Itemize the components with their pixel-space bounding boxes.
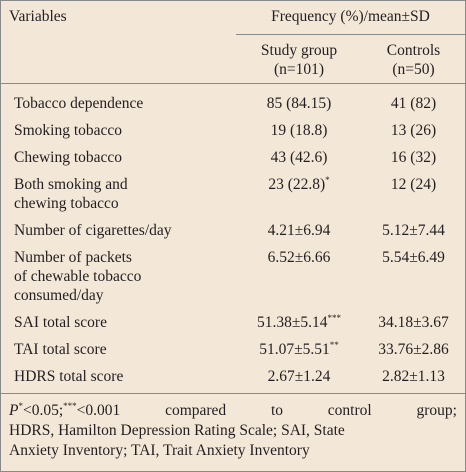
row-label-line: of chewable tobacco	[14, 268, 142, 285]
row-control-value: 2.82±1.13	[362, 363, 466, 394]
row-label: Tobacco dependence	[14, 95, 144, 112]
footnote-word: compared	[165, 402, 227, 419]
row-study-value: 4.21±6.94	[267, 222, 331, 239]
footnote-line-2: HDRS, Hamilton Depression Rating Scale; …	[9, 422, 345, 439]
row-label: Smoking tobacco	[14, 122, 123, 139]
row-label: Chewing tobacco	[14, 149, 123, 166]
p2-threshold: <0.001	[76, 402, 121, 419]
table-row: Both smoking and chewing tobacco 23 (22.…	[1, 171, 465, 217]
header-frequency: Frequency (%)/mean±SD	[236, 1, 466, 35]
row-study-value: 6.52±6.66	[267, 249, 331, 266]
header-blank	[1, 34, 236, 84]
table-row: Chewing tobacco 43 (42.6) 16 (32)	[1, 144, 465, 171]
row-label-line: Number of packets	[14, 249, 132, 266]
footnote-line-3: Anxiety Inventory; TAI, Trait Anxiety In…	[9, 442, 310, 459]
row-control-value: 5.54±6.49	[382, 249, 445, 266]
header-study-group-n: (n=101)	[273, 61, 325, 78]
header-controls-label: Controls	[386, 42, 441, 59]
significance-marker: ***	[327, 313, 342, 323]
table-row: Number of packets of chewable tobacco co…	[1, 244, 465, 309]
table-row: Number of cigarettes/day 4.21±6.94 5.12±…	[1, 217, 465, 244]
header-study-group: Study group (n=101)	[236, 34, 362, 84]
row-label: Number of packets of chewable tobacco co…	[1, 244, 236, 309]
significance-marker: *	[325, 175, 330, 185]
significance-marker: **	[329, 340, 339, 350]
table-row: Smoking tobacco 19 (18.8) 13 (26)	[1, 117, 465, 144]
row-study-number: 23 (22.8)	[268, 176, 326, 193]
footnote-word: control	[327, 402, 372, 419]
table-row: HDRS total score 2.67±1.24 2.82±1.13	[1, 363, 466, 394]
table-row: Tobacco dependence 85 (84.15) 41 (82)	[1, 84, 465, 118]
row-control-value: 33.76±2.86	[378, 341, 449, 358]
table-row: TAI total score 51.07±5.51** 33.76±2.86	[1, 336, 465, 363]
header-controls-n: (n=50)	[392, 61, 435, 78]
row-control-value: 13 (26)	[390, 122, 437, 139]
row-label-line: Both smoking and	[14, 176, 128, 193]
table-body: Tobacco dependence 85 (84.15) 41 (82) Sm…	[1, 84, 466, 394]
footnote-line-1: P*<0.05;***<0.001 compared to control gr…	[9, 401, 457, 421]
row-control-value: 12 (24)	[390, 176, 437, 193]
row-label: HDRS total score	[1, 363, 236, 394]
row-label: TAI total score	[14, 341, 107, 358]
row-control-value: 41 (82)	[390, 95, 437, 112]
header-variables: Variables	[1, 1, 236, 35]
row-control-value: 5.12±7.44	[382, 222, 445, 239]
row-label: SAI total score	[14, 314, 107, 331]
row-study-number: 51.07±5.51	[259, 341, 330, 358]
footnote-p-values: P*<0.05;***<0.001	[9, 401, 120, 421]
header-controls: Controls (n=50)	[362, 34, 466, 84]
p1-threshold: <0.05;	[22, 402, 64, 419]
table-footnote: P*<0.05;***<0.001 compared to control gr…	[1, 394, 465, 461]
row-label-line: chewing tobacco	[14, 195, 119, 212]
row-study-value: 19 (18.8)	[270, 122, 328, 139]
data-table: Variables Frequency (%)/mean±SD Study gr…	[1, 1, 466, 394]
row-study-value: 51.07±5.51**	[236, 336, 362, 363]
row-study-value: 85 (84.15)	[266, 95, 332, 112]
row-study-value: 51.38±5.14***	[236, 309, 362, 336]
row-study-value: 23 (22.8)*	[236, 171, 362, 217]
table-row: SAI total score 51.38±5.14*** 34.18±3.67	[1, 309, 465, 336]
table-header: Variables Frequency (%)/mean±SD Study gr…	[1, 1, 466, 84]
row-study-value: 43 (42.6)	[270, 149, 328, 166]
header-study-group-label: Study group	[260, 42, 338, 59]
row-control-value: 34.18±3.67	[378, 314, 449, 331]
row-label: Number of cigarettes/day	[14, 222, 172, 239]
row-label: Both smoking and chewing tobacco	[1, 171, 236, 217]
p2-marker: ***	[63, 401, 77, 411]
footnote-word: to	[270, 402, 284, 419]
footnote-word: group;	[416, 402, 457, 419]
row-study-number: 51.38±5.14	[256, 314, 328, 331]
p1-marker: *	[18, 401, 23, 411]
p-symbol: P	[9, 402, 19, 419]
row-control-value: 16 (32)	[390, 149, 437, 166]
row-study-value: 2.67±1.24	[236, 363, 362, 394]
row-label-line: consumed/day	[14, 287, 104, 304]
